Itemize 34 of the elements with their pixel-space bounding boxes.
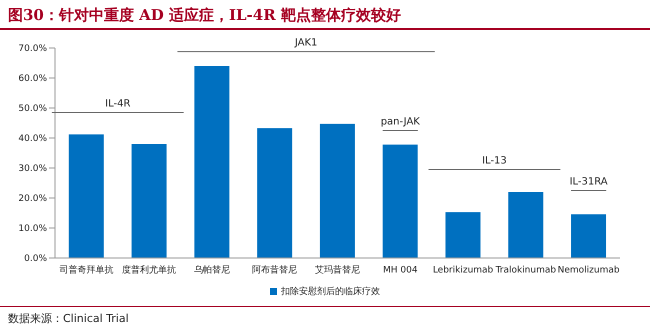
source-note: 数据来源：Clinical Trial <box>8 311 130 326</box>
y-tick-label: 40.0% <box>18 134 48 144</box>
bar <box>320 124 355 258</box>
x-tick-label: 艾玛昔替尼 <box>315 264 360 276</box>
bar <box>132 144 167 258</box>
bar <box>194 66 230 258</box>
x-tick-label: 司普奇拜单抗 <box>59 264 114 276</box>
bar <box>257 128 292 258</box>
y-tick-label: 0.0% <box>24 254 48 264</box>
y-tick-label: 50.0% <box>18 104 48 114</box>
annotation: IL-13 <box>482 156 507 166</box>
x-tick-label: Nemolizumab <box>558 265 620 276</box>
x-tick-label: Tralokinumab <box>494 265 556 276</box>
bar <box>382 144 418 258</box>
bar <box>508 192 544 258</box>
annotation: JAK1 <box>294 38 318 49</box>
legend-label: 扣除安慰剂后的临床疗效 <box>280 286 380 298</box>
x-tick-label: MH 004 <box>382 265 418 276</box>
y-tick-label: 10.0% <box>18 224 48 234</box>
bar <box>571 214 606 258</box>
y-tick-label: 20.0% <box>18 194 48 204</box>
annotation: IL-31RA <box>570 176 608 188</box>
x-tick-label: 乌帕替尼 <box>194 264 230 276</box>
y-tick-label: 30.0% <box>18 164 48 174</box>
annotation: pan-JAK <box>380 116 420 128</box>
x-tick-label: 阿布昔替尼 <box>252 264 298 276</box>
y-tick-label: 70.0% <box>18 44 48 54</box>
annotation: IL-4R <box>105 98 130 110</box>
y-tick-label: 60.0% <box>18 74 48 84</box>
x-tick-label: 度普利尤单抗 <box>122 264 176 276</box>
chart-title: 图30：针对中重度 AD 适应症，IL-4R 靶点整体疗效较好 <box>0 0 650 30</box>
bar <box>68 134 104 258</box>
x-tick-label: Lebrikizumab <box>432 265 494 276</box>
bar <box>445 212 480 258</box>
